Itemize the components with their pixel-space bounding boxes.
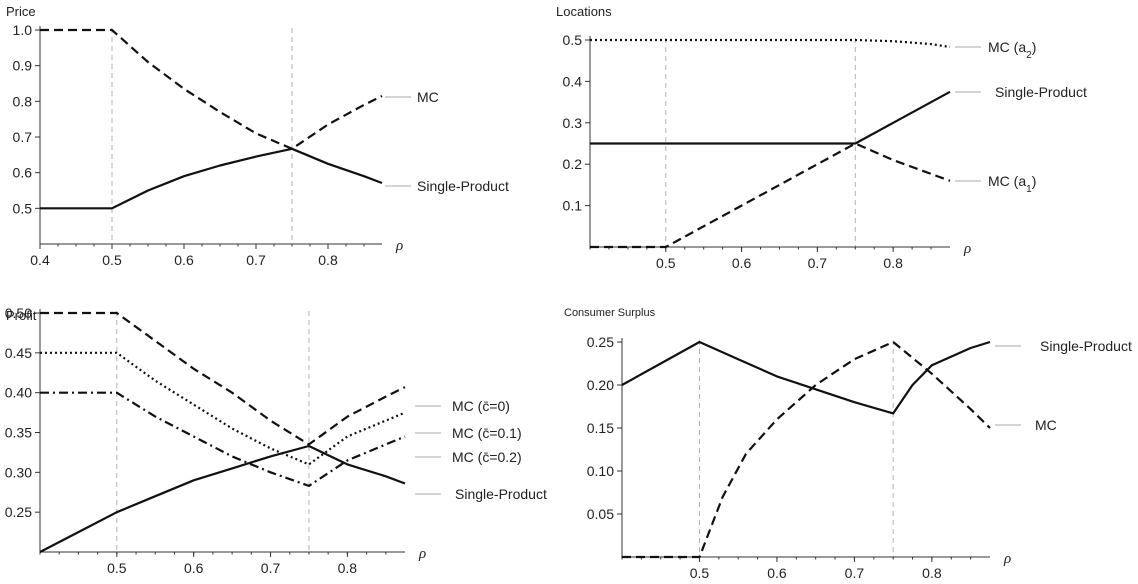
y-tick-label: 0.15 <box>587 420 614 436</box>
series-label: MC (c̄=0.1) <box>452 425 522 441</box>
x-tick-label: 0.4 <box>30 252 50 268</box>
chart-panel-1: Price 0.4 0.5 0.6 0.7 0.8 0.5 0.6 0.7 0.8 0.9 1.0 ρ M… <box>6 4 509 268</box>
y-tick-label: 0.5 <box>563 32 583 48</box>
y-tick-label: 0.35 <box>5 425 32 441</box>
chart-panel-2: Locations 0.5 0.6 0.7 0.8 0.1 0.2 0.3 0.4 0.5 ρ MC … <box>556 4 1087 271</box>
series-label: Single-Product <box>995 84 1087 100</box>
x-tick-label: 0.5 <box>107 560 127 576</box>
chart-panel-3: Profit 0.5 0.6 0.7 0.8 0.25 0.30 0.35 0.40 0.45 0.… <box>5 305 547 576</box>
series-line-4 <box>39 444 406 553</box>
x-tick-label: 0.5 <box>102 252 122 268</box>
y-tick-label: 0.4 <box>563 73 583 89</box>
series-label: MC (a1) <box>988 173 1036 195</box>
y-tick-label: 0.9 <box>13 58 33 74</box>
y-tick-label: 0.5 <box>13 200 33 216</box>
x-axis-label: ρ <box>395 238 403 254</box>
x-tick-label: 0.7 <box>808 255 828 271</box>
x-axis-label: ρ <box>963 241 971 257</box>
series-line-1 <box>40 28 383 150</box>
series-line-2 <box>40 147 383 210</box>
y-tick-label: 0.3 <box>563 115 583 131</box>
x-tick-label: 0.7 <box>261 560 281 576</box>
x-tick-label: 0.5 <box>690 565 710 581</box>
series-label: MC (c̄=0) <box>452 398 510 414</box>
series-line-3 <box>590 142 951 249</box>
x-tick-label: 0.6 <box>732 255 752 271</box>
x-axis-label: ρ <box>1003 551 1011 567</box>
y-tick-label: 0.8 <box>13 93 33 109</box>
x-tick-label: 0.7 <box>845 565 865 581</box>
x-tick-label: 0.6 <box>184 560 204 576</box>
y-tick-label: 0.25 <box>587 334 614 350</box>
series-label: Single-Product <box>455 486 547 502</box>
series-line-2 <box>590 90 951 145</box>
x-tick-label: 0.7 <box>246 252 266 268</box>
x-tick-label: 0.8 <box>922 565 942 581</box>
y-tick-label: 0.25 <box>5 504 32 520</box>
x-tick-label: 0.8 <box>883 255 903 271</box>
y-axis-label: Locations <box>556 4 612 19</box>
series-line-1 <box>590 38 951 49</box>
series-label: MC (c̄=0.2) <box>452 449 522 465</box>
series-label: MC <box>1035 417 1057 433</box>
series-line-1 <box>621 340 991 415</box>
y-axis-label: Price <box>6 4 36 19</box>
series-label: Single-Product <box>1040 338 1132 354</box>
x-tick-label: 0.6 <box>767 565 787 581</box>
y-tick-label: 0.7 <box>13 129 33 145</box>
series-label: MC (a2) <box>988 39 1036 61</box>
x-axis-label: ρ <box>418 546 426 562</box>
y-axis-label: Profit <box>6 308 37 323</box>
y-tick-label: 0.1 <box>563 198 583 214</box>
y-tick-label: 0.50 <box>5 305 32 321</box>
y-tick-label: 0.05 <box>587 506 614 522</box>
series-label: MC <box>417 89 439 105</box>
y-tick-label: 0.6 <box>13 165 33 181</box>
y-tick-label: 0.40 <box>5 385 32 401</box>
series-line-2 <box>622 340 991 559</box>
series-label: Single-Product <box>417 178 509 194</box>
x-tick-label: 0.8 <box>318 252 338 268</box>
y-tick-label: 0.2 <box>563 156 583 172</box>
y-axis-label: Consumer Surplus <box>564 307 656 319</box>
y-tick-label: 0.45 <box>5 345 32 361</box>
x-tick-label: 0.6 <box>174 252 194 268</box>
series-line-2 <box>40 351 406 466</box>
series-line-3 <box>40 391 406 487</box>
chart-panel-4: Consumer Surplus 0.5 0.6 0.7 0.8 0.05 0.10 0.15… <box>564 307 1132 581</box>
series-line-1 <box>40 311 406 446</box>
y-tick-label: 0.30 <box>5 464 32 480</box>
y-tick-label: 0.20 <box>587 377 614 393</box>
y-tick-label: 1.0 <box>13 22 33 38</box>
y-tick-label: 0.10 <box>587 463 614 479</box>
x-tick-label: 0.8 <box>338 560 358 576</box>
x-tick-label: 0.5 <box>656 255 676 271</box>
